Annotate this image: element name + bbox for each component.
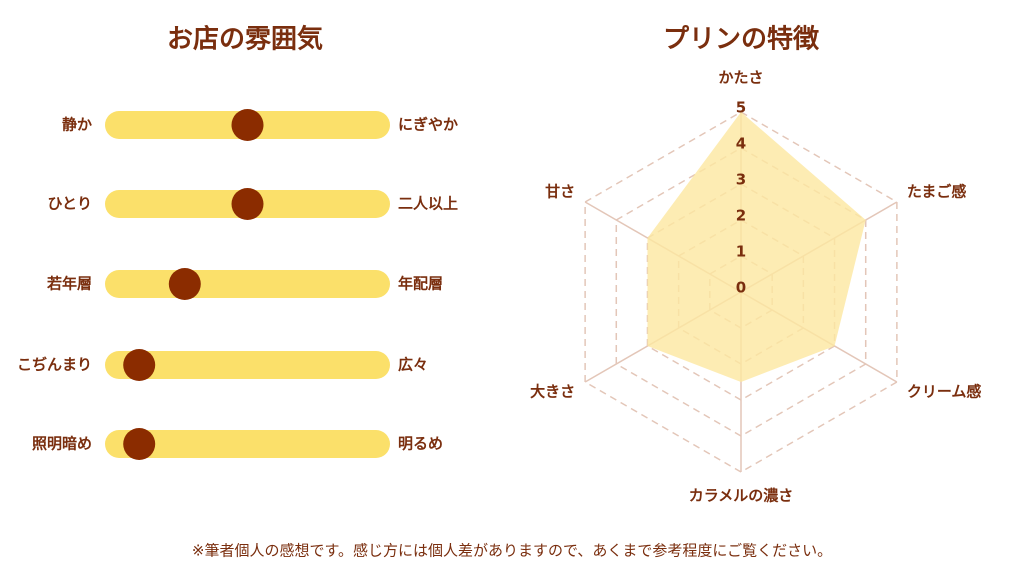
footnote: ※筆者個人の感想です。感じ方には個人差がありますので、あくまで参考程度にご覧くだ… bbox=[192, 542, 832, 560]
radar-area bbox=[647, 112, 866, 382]
r-tick-label: 0 bbox=[736, 279, 746, 297]
slider-knob bbox=[231, 109, 264, 141]
slider-track bbox=[105, 351, 390, 379]
r-tick-label: 2 bbox=[736, 207, 746, 225]
left-label: 若年層 bbox=[46, 275, 92, 293]
slider-knob bbox=[123, 349, 156, 381]
left-label: ひとり bbox=[47, 195, 92, 213]
slider-knob bbox=[168, 268, 201, 300]
chart-title: お店の雰囲気 bbox=[167, 24, 323, 55]
axis-label: カラメルの濃さ bbox=[689, 487, 794, 505]
chart-title: プリンの特徴 bbox=[663, 24, 820, 55]
axis-label: かたさ bbox=[718, 69, 763, 87]
left-label: 照明暗め bbox=[32, 435, 92, 453]
right-label: にぎやか bbox=[398, 116, 458, 134]
axis-label: 甘さ bbox=[545, 183, 575, 201]
right-label: 二人以上 bbox=[398, 195, 458, 213]
slider-knob bbox=[231, 188, 264, 220]
r-tick-label: 3 bbox=[736, 171, 746, 189]
r-tick-label: 4 bbox=[736, 135, 746, 153]
r-tick-label: 1 bbox=[736, 243, 746, 261]
slider-track bbox=[105, 270, 390, 298]
r-tick-label: 5 bbox=[736, 99, 746, 117]
right-label: 広々 bbox=[398, 356, 428, 374]
right-label: 年配層 bbox=[398, 275, 443, 293]
axis-label: クリーム感 bbox=[907, 383, 982, 401]
right-label: 明るめ bbox=[398, 435, 443, 453]
left-label: こぢんまり bbox=[17, 356, 92, 374]
slider-knob bbox=[123, 428, 156, 460]
left-label: 静か bbox=[62, 116, 92, 134]
axis-label: たまご感 bbox=[907, 183, 967, 201]
axis-label: 大きさ bbox=[530, 383, 575, 401]
slider-track bbox=[105, 430, 390, 458]
